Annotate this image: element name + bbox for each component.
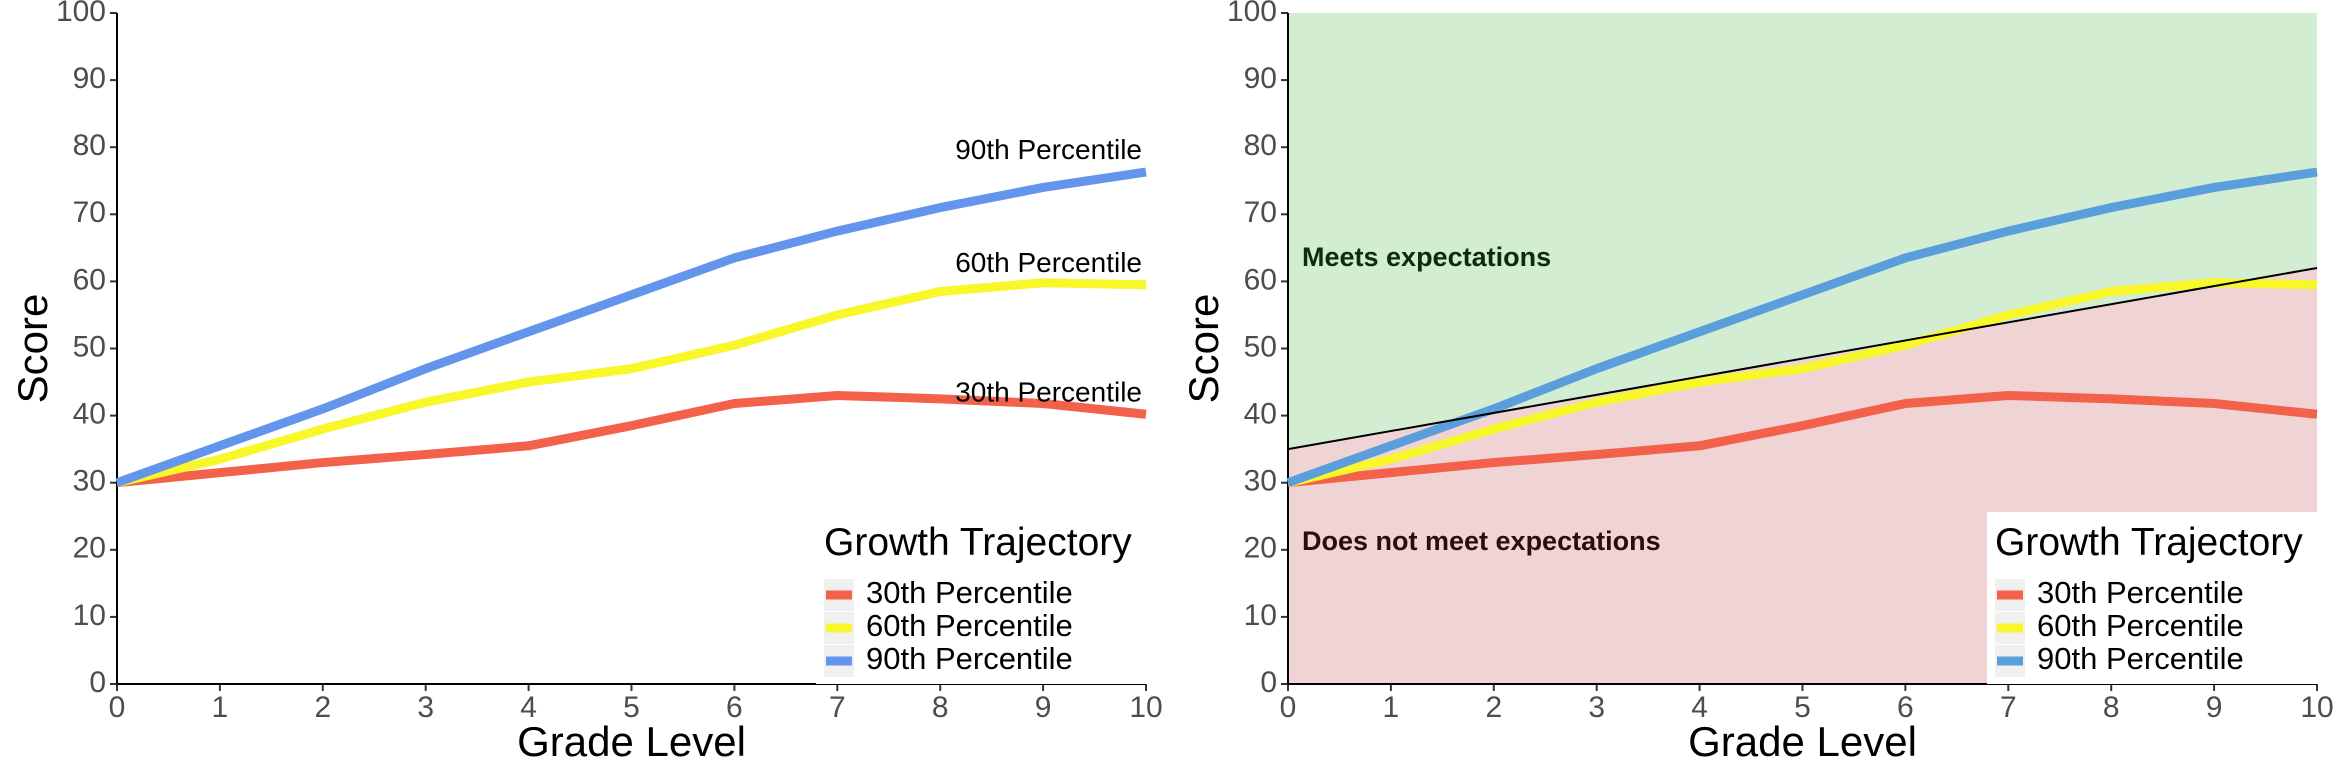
series-line xyxy=(1287,390,2318,488)
legend-title: Growth Trajectory xyxy=(1995,521,2303,564)
series-line xyxy=(115,278,1147,488)
legend-label: 60th Percentile xyxy=(2037,608,2244,643)
x-axis-title: Grade Level xyxy=(517,718,746,765)
y-tick-label: 70 xyxy=(1244,196,1277,229)
y-tick-label: 40 xyxy=(73,398,106,431)
region-label: Does not meet expectations xyxy=(1302,526,1661,556)
y-tick-label: 40 xyxy=(1244,398,1277,431)
series-line xyxy=(1286,278,2318,488)
y-tick-label: 90 xyxy=(73,62,106,95)
y-tick-label: 80 xyxy=(73,129,106,162)
x-tick-label: 9 xyxy=(1035,691,1052,724)
legend-label: 30th Percentile xyxy=(2037,575,2244,610)
x-tick-label: 3 xyxy=(417,691,434,724)
y-tick-label: 60 xyxy=(1244,263,1277,296)
series-line xyxy=(115,167,1147,487)
x-tick-label: 6 xyxy=(726,691,743,724)
x-tick-label: 6 xyxy=(1897,691,1914,724)
y-tick-label: 90 xyxy=(1244,62,1277,95)
chart: 0 10 20 30 40 50 60 70 80 90 100 0 1 2 3 4 5 6 7 8 9 10 Grade … xyxy=(9,0,1163,765)
y-tick-label: 80 xyxy=(1244,129,1277,162)
y-tick-label: 0 xyxy=(89,666,106,699)
y-axis-title: Score xyxy=(9,294,56,404)
x-tick-label: 10 xyxy=(2300,691,2333,724)
end-label: 60th Percentile xyxy=(955,247,1142,278)
x-tick-label: 1 xyxy=(1383,691,1400,724)
y-tick-label: 10 xyxy=(1244,599,1277,632)
x-tick-label: 5 xyxy=(1794,691,1811,724)
x-tick-label: 2 xyxy=(314,691,331,724)
y-tick-label: 30 xyxy=(73,465,106,498)
x-tick-label: 5 xyxy=(623,691,640,724)
x-axis-title: Grade Level xyxy=(1688,718,1917,765)
end-label: 90th Percentile xyxy=(955,134,1142,165)
y-tick-label: 0 xyxy=(1260,666,1277,699)
x-tick-label: 2 xyxy=(1485,691,1502,724)
y-axis-title: Score xyxy=(1180,294,1227,404)
y-tick-label: 10 xyxy=(73,599,106,632)
legend-label: 90th Percentile xyxy=(866,641,1073,676)
x-tick-label: 8 xyxy=(2103,691,2120,724)
x-tick-label: 9 xyxy=(2206,691,2223,724)
y-tick-label: 70 xyxy=(73,196,106,229)
legend-label: 30th Percentile xyxy=(866,575,1073,610)
legend-title: Growth Trajectory xyxy=(824,521,1132,564)
y-tick-label: 100 xyxy=(56,0,106,28)
x-tick-label: 3 xyxy=(1588,691,1605,724)
end-label: 30th Percentile xyxy=(955,376,1142,407)
x-tick-label: 0 xyxy=(1280,691,1297,724)
x-tick-label: 7 xyxy=(2000,691,2017,724)
legend-background xyxy=(1987,512,2317,684)
legend-label: 60th Percentile xyxy=(866,608,1073,643)
series-line xyxy=(1286,167,2318,487)
legend-label: 90th Percentile xyxy=(2037,641,2244,676)
x-tick-label: 8 xyxy=(932,691,949,724)
y-tick-label: 20 xyxy=(73,532,106,565)
y-tick-label: 50 xyxy=(1244,330,1277,363)
y-tick-label: 50 xyxy=(73,330,106,363)
y-tick-label: 60 xyxy=(73,263,106,296)
x-tick-label: 7 xyxy=(829,691,846,724)
y-tick-label: 100 xyxy=(1227,0,1277,28)
y-tick-label: 30 xyxy=(1244,465,1277,498)
threshold-line xyxy=(1287,266,2318,451)
x-tick-label: 10 xyxy=(1129,691,1162,724)
y-tick-label: 20 xyxy=(1244,532,1277,565)
x-tick-label: 4 xyxy=(520,691,537,724)
region-label: Meets expectations xyxy=(1302,242,1551,272)
legend-background xyxy=(816,512,1146,684)
chart: Meets expectations Does not meet expectat… xyxy=(1180,0,2334,765)
x-tick-label: 0 xyxy=(109,691,126,724)
series-line xyxy=(116,390,1147,488)
region xyxy=(1288,13,2317,450)
x-tick-label: 4 xyxy=(1691,691,1708,724)
x-tick-label: 1 xyxy=(212,691,229,724)
